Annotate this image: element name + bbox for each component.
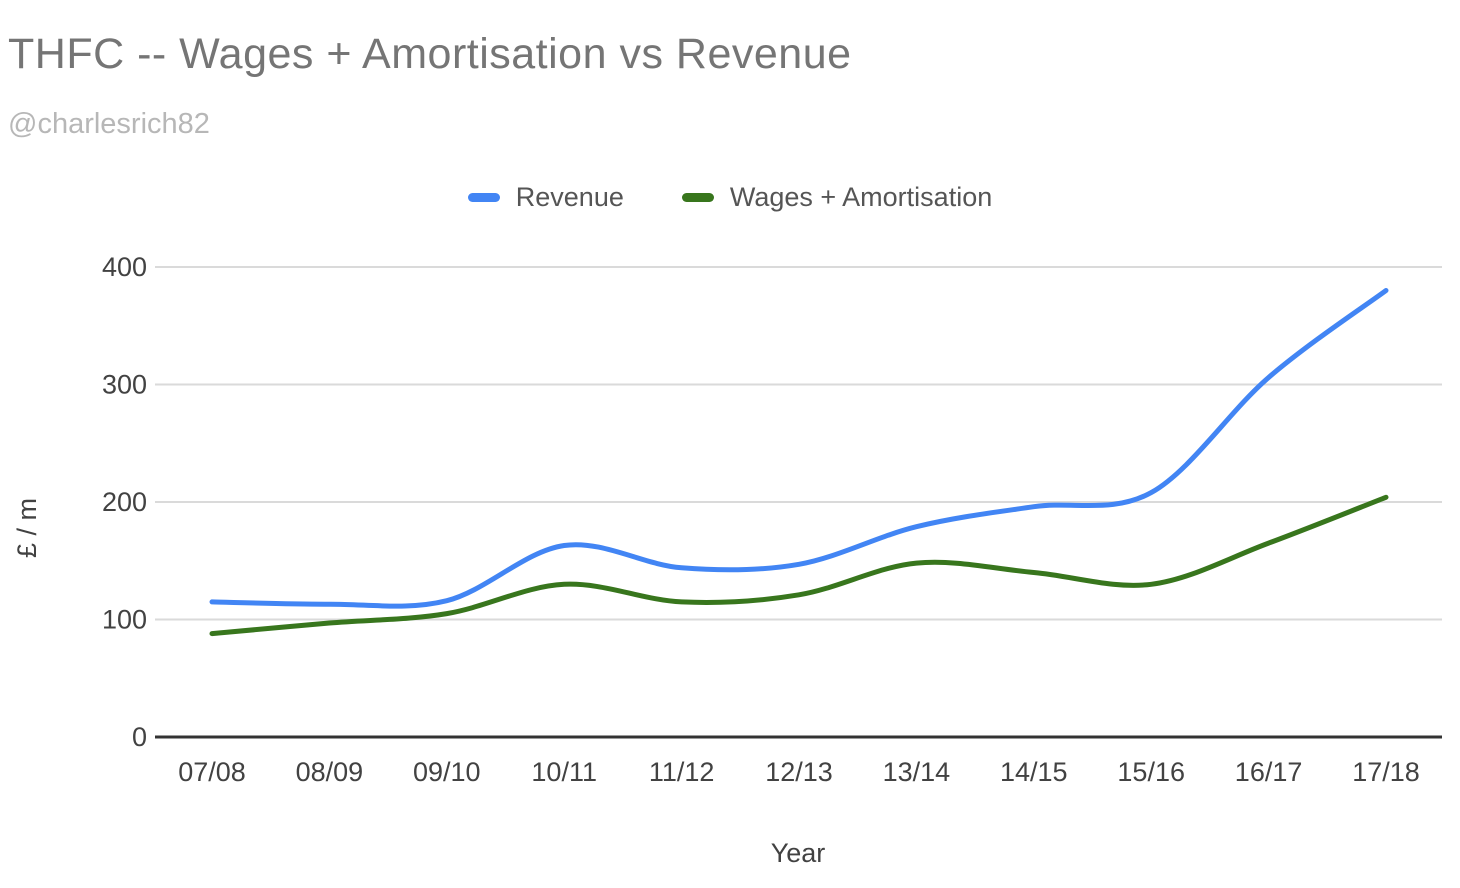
x-tick-label: 16/17 (1235, 757, 1303, 787)
chart-title: THFC -- Wages + Amortisation vs Revenue (8, 30, 852, 78)
x-tick-label: 14/15 (1000, 757, 1068, 787)
x-tick-label: 09/10 (413, 757, 481, 787)
legend-label: Revenue (515, 182, 624, 212)
legend-swatch (681, 193, 714, 202)
legend-swatch (467, 193, 500, 202)
x-tick-label: 13/14 (883, 757, 951, 787)
series-line-revenue (209, 288, 1389, 609)
legend-label: Wages + Amortisation (729, 182, 993, 212)
x-tick-label: 08/09 (296, 757, 364, 787)
legend-item: Wages + Amortisation (681, 182, 993, 213)
y-tick-label: 0 (132, 722, 147, 752)
y-tick-label: 200 (102, 487, 147, 517)
x-tick-label: 10/11 (531, 757, 597, 787)
x-axis-title: Year (770, 838, 826, 868)
y-tick-label: 300 (102, 370, 147, 400)
y-axis-title: £ / m (12, 498, 42, 559)
x-tick-label: 17/18 (1352, 757, 1420, 787)
chart-subtitle: @charlesrich82 (8, 108, 210, 140)
series-line-wages-amortisation (209, 494, 1389, 637)
chart-legend: Revenue Wages + Amortisation (0, 182, 1460, 213)
y-tick-label: 100 (102, 605, 147, 635)
x-tick-label: 12/13 (765, 757, 833, 787)
x-tick-label: 11/12 (649, 757, 715, 787)
y-tick-label: 400 (102, 252, 147, 282)
legend-item: Revenue (467, 182, 624, 213)
x-tick-label: 15/16 (1117, 757, 1185, 787)
x-tick-label: 07/08 (178, 757, 246, 787)
